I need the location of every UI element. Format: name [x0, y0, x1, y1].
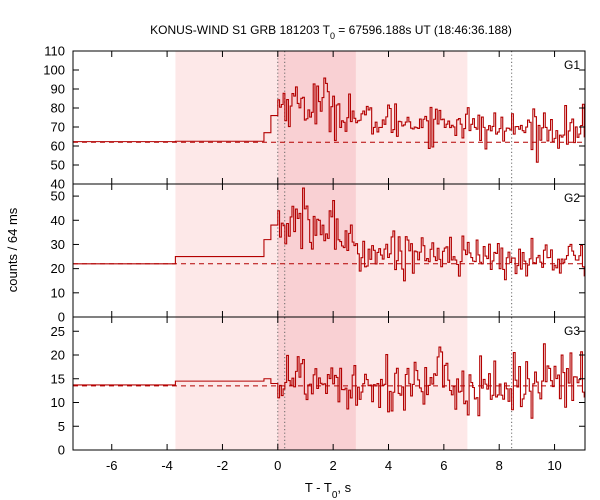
y-tick-label: 100	[43, 63, 65, 78]
y-tick-label: 40	[51, 177, 65, 192]
y-tick-label: 0	[58, 443, 65, 458]
title-prefix: KONUS-WIND S1 GRB 181203 T	[150, 23, 331, 37]
y-tick-label: 10	[51, 285, 65, 300]
x-tick-label: -4	[161, 458, 173, 473]
y-tick-label: 20	[51, 261, 65, 276]
y-tick-label: 5	[58, 419, 65, 434]
y-tick-label: 90	[51, 82, 65, 97]
x-axis-label: T - T0, s	[305, 480, 352, 500]
x-tick-label: 2	[330, 458, 337, 473]
title-subscript: 0	[330, 31, 335, 41]
x-tick-label: -6	[106, 458, 118, 473]
panel-label-g1: G1	[564, 58, 580, 72]
x-tick-label: 6	[440, 458, 447, 473]
x-tick-label: -2	[217, 458, 229, 473]
y-tick-label: 10	[51, 395, 65, 410]
title-suffix: = 67596.188s UT (18:46:36.188)	[335, 23, 512, 37]
x-tick-label: 4	[385, 458, 392, 473]
x-tick-label: 8	[496, 458, 503, 473]
xlabel-prefix: T - T	[305, 480, 332, 495]
y-tick-label: 50	[51, 158, 65, 173]
y-tick-label: 60	[51, 139, 65, 154]
y-tick-label: 110	[44, 44, 65, 59]
light-curve-g1	[73, 77, 585, 163]
panel-frames	[72, 50, 586, 451]
chart-title: KONUS-WIND S1 GRB 181203 T0 = 67596.188s…	[150, 23, 512, 41]
y-axis-label: counts / 64 ms	[5, 207, 20, 292]
y-tick-label: 70	[51, 120, 65, 135]
xlabel-suffix: , s	[337, 480, 351, 495]
light-curves	[73, 77, 585, 419]
panel-label-g3: G3	[564, 324, 580, 338]
y-tick-label: 0	[58, 310, 65, 325]
y-tick-label: 15	[51, 371, 65, 386]
y-tick-label: 30	[51, 237, 65, 252]
light-curve-g3	[73, 343, 585, 419]
xlabel-subscript: 0	[332, 490, 338, 500]
y-tick-label: 40	[51, 213, 65, 228]
y-tick-label: 20	[51, 348, 65, 363]
y-tick-label: 25	[51, 324, 65, 339]
y-tick-label: 80	[51, 101, 65, 116]
y-tick-label: 50	[51, 189, 65, 204]
x-tick-label: 10	[547, 458, 561, 473]
panel-label-g2: G2	[564, 191, 580, 205]
light-curve-g2	[73, 187, 585, 282]
panel-frame-g3	[72, 316, 586, 451]
x-tick-label: 0	[274, 458, 281, 473]
